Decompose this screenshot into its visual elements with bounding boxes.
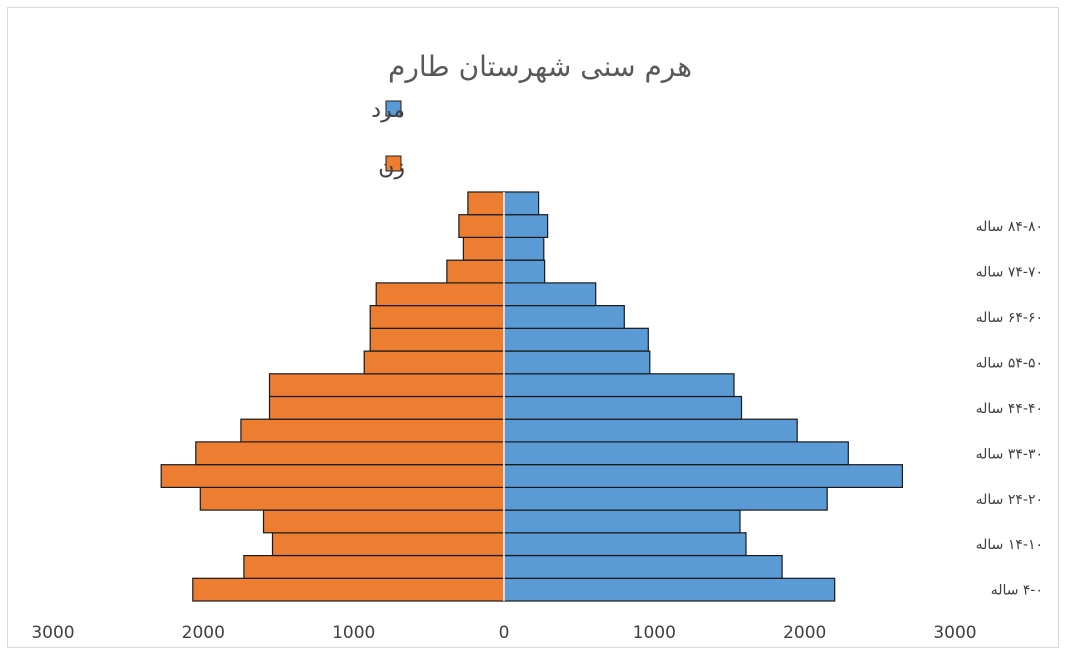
x-tick-label: 0 — [499, 623, 510, 643]
female-bar-40-44 — [268, 395, 505, 420]
female-bar-60-64 — [369, 305, 505, 329]
category-labels: ۴-۰ ساله ۱۴-۱۰ ساله ۲۴-۲۰ ساله ۳۴-۳۰ ساله ۴۴… — [976, 219, 1043, 598]
male-bar-40-44 — [503, 395, 743, 420]
female-bar-0-4 — [192, 577, 505, 602]
x-tick-label: 3000 — [933, 623, 976, 643]
male-bar-10-14 — [503, 532, 747, 557]
female-bar-5-9 — [243, 554, 505, 579]
x-tick-label: 3000 — [31, 623, 74, 643]
female-bar-70-74 — [446, 259, 505, 284]
category-label: ۲۴-۲۰ ساله — [976, 492, 1043, 508]
x-tick-label: 1000 — [332, 623, 375, 643]
female-bar-85+ — [467, 191, 505, 216]
legend-label-male: مرد — [371, 98, 405, 123]
male-bar-30-34 — [503, 441, 849, 466]
male-bar-35-39 — [503, 418, 798, 443]
category-label: ۴۴-۴۰ ساله — [976, 401, 1043, 417]
female-bar-80-84 — [458, 214, 505, 238]
legend-label-female: زن — [378, 155, 405, 180]
category-label: ۳۴-۳۰ ساله — [976, 446, 1043, 462]
male-bar-45-49 — [503, 373, 735, 398]
female-bar-75-79 — [462, 236, 505, 261]
female-bar-30-34 — [195, 441, 505, 466]
female-bar-20-24 — [199, 486, 505, 511]
male-bar-50-54 — [503, 350, 651, 375]
female-bar-50-54 — [363, 350, 505, 375]
male-bar-75-79 — [503, 236, 545, 261]
male-bar-85+ — [503, 191, 540, 216]
male-bar-80-84 — [503, 214, 549, 238]
male-bar-25-29 — [503, 464, 903, 489]
male-bar-70-74 — [503, 259, 546, 284]
male-bar-55-59 — [503, 327, 649, 352]
female-bar-25-29 — [160, 464, 505, 489]
category-label: ۱۴-۱۰ ساله — [976, 537, 1043, 553]
male-bar-5-9 — [503, 554, 783, 579]
legend: مرد زن — [371, 98, 405, 180]
legend-swatch-female — [385, 155, 402, 172]
male-bar-20-24 — [503, 486, 828, 511]
category-label: ۴-۰ ساله — [991, 583, 1043, 599]
male-bar-15-19 — [503, 509, 741, 534]
chart-title: هرم سنی شهرستان طارم — [388, 50, 692, 83]
category-label: ۷۴-۷۰ ساله — [976, 265, 1043, 281]
male-bar-65-69 — [503, 282, 597, 307]
male-bar-60-64 — [503, 305, 625, 329]
category-label: ۸۴-۸۰ ساله — [976, 219, 1043, 235]
bars-group — [160, 191, 903, 602]
female-bar-55-59 — [369, 327, 505, 352]
female-bar-35-39 — [240, 418, 505, 443]
category-label: ۵۴-۵۰ ساله — [976, 355, 1043, 371]
category-label: ۶۴-۶۰ ساله — [976, 310, 1043, 326]
male-bar-0-4 — [503, 577, 836, 602]
female-bar-10-14 — [271, 532, 505, 557]
x-tick-label: 2000 — [783, 623, 826, 643]
x-axis-tick-labels: 3000 2000 1000 0 1000 2000 3000 — [31, 623, 976, 643]
x-tick-label: 1000 — [633, 623, 676, 643]
female-bar-45-49 — [268, 373, 505, 398]
female-bar-65-69 — [375, 282, 505, 307]
female-bar-15-19 — [262, 509, 505, 534]
legend-swatch-male — [385, 100, 402, 117]
x-tick-label: 2000 — [182, 623, 225, 643]
